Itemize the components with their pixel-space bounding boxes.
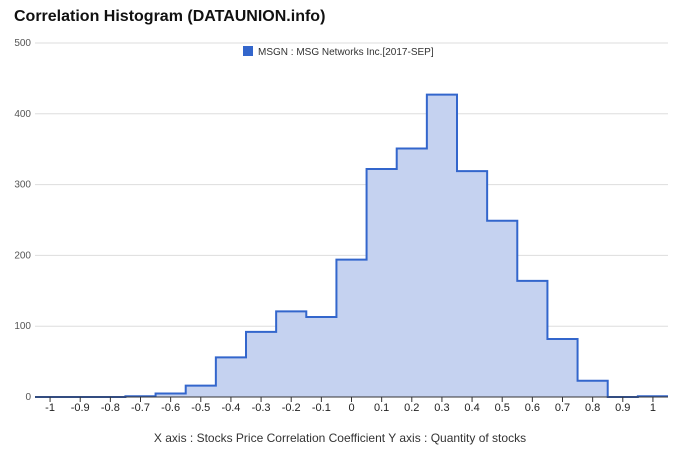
histogram-bin: [336, 260, 366, 397]
histogram-bin: [306, 317, 336, 397]
x-tick-label: -0.1: [312, 402, 331, 414]
x-tick-label: 1: [650, 402, 656, 414]
y-tick-label: 300: [14, 180, 31, 191]
histogram-bin: [216, 357, 246, 397]
x-tick-label: 0: [348, 402, 354, 414]
histogram-bin: [487, 221, 517, 397]
x-tick-label: -0.2: [282, 402, 301, 414]
histogram-bin: [367, 169, 397, 397]
legend: MSGN : MSG Networks Inc.[2017-SEP]: [243, 46, 434, 58]
x-tick-label: -0.3: [252, 402, 271, 414]
y-tick-label: 0: [25, 392, 31, 403]
y-tick-label: 500: [14, 38, 31, 49]
x-tick-label: 0.4: [464, 402, 479, 414]
histogram-bin: [156, 393, 186, 397]
x-tick-label: 0.5: [495, 402, 510, 414]
x-tick-label: 0.6: [525, 402, 540, 414]
axis-caption: X axis : Stocks Price Correlation Coeffi…: [153, 431, 527, 445]
series-line: [35, 93, 668, 398]
y-tick-label: 200: [14, 250, 31, 261]
x-tick-label: 0.1: [374, 402, 389, 414]
y-tick-label: 100: [14, 321, 31, 332]
x-tick-label: 0.3: [434, 402, 449, 414]
legend-swatch: [243, 46, 253, 56]
x-tick-label: 0.9: [615, 402, 630, 414]
legend-label: MSGN : MSG Networks Inc.[2017-SEP]: [258, 47, 434, 58]
histogram-bin: [547, 339, 577, 397]
x-tick-label: -0.6: [161, 402, 180, 414]
x-tick-labels: -1 -0.9 -0.8 -0.7 -0.6 -0.5 -0.4 -0.3 -0.2 -0.1 0 0…: [45, 397, 656, 414]
x-tick-label: 0.2: [404, 402, 419, 414]
y-tick-labels: 0 100 200 300 400 500: [14, 38, 31, 403]
x-tick-label: -1: [45, 402, 55, 414]
x-tick-label: 0.7: [555, 402, 570, 414]
histogram-bin: [457, 171, 487, 397]
x-tick-label: -0.8: [101, 402, 120, 414]
x-tick-label: -0.7: [131, 402, 150, 414]
histogram-bin: [276, 311, 306, 397]
chart-title: Correlation Histogram (DATAUNION.info): [14, 8, 326, 25]
series-msgn: [35, 93, 668, 398]
histogram-bin: [246, 332, 276, 397]
histogram-bin: [186, 386, 216, 397]
area-fill: [35, 94, 668, 398]
y-tick-label: 400: [14, 109, 31, 120]
x-tick-label: -0.5: [191, 402, 210, 414]
x-tick-label: -0.4: [221, 402, 240, 414]
histogram-bin: [427, 95, 457, 397]
x-tick-label: -0.9: [71, 402, 90, 414]
x-tick-label: 0.8: [585, 402, 600, 414]
histogram-bin: [517, 281, 547, 397]
histogram-bin: [397, 148, 427, 397]
histogram-bin: [578, 381, 608, 397]
